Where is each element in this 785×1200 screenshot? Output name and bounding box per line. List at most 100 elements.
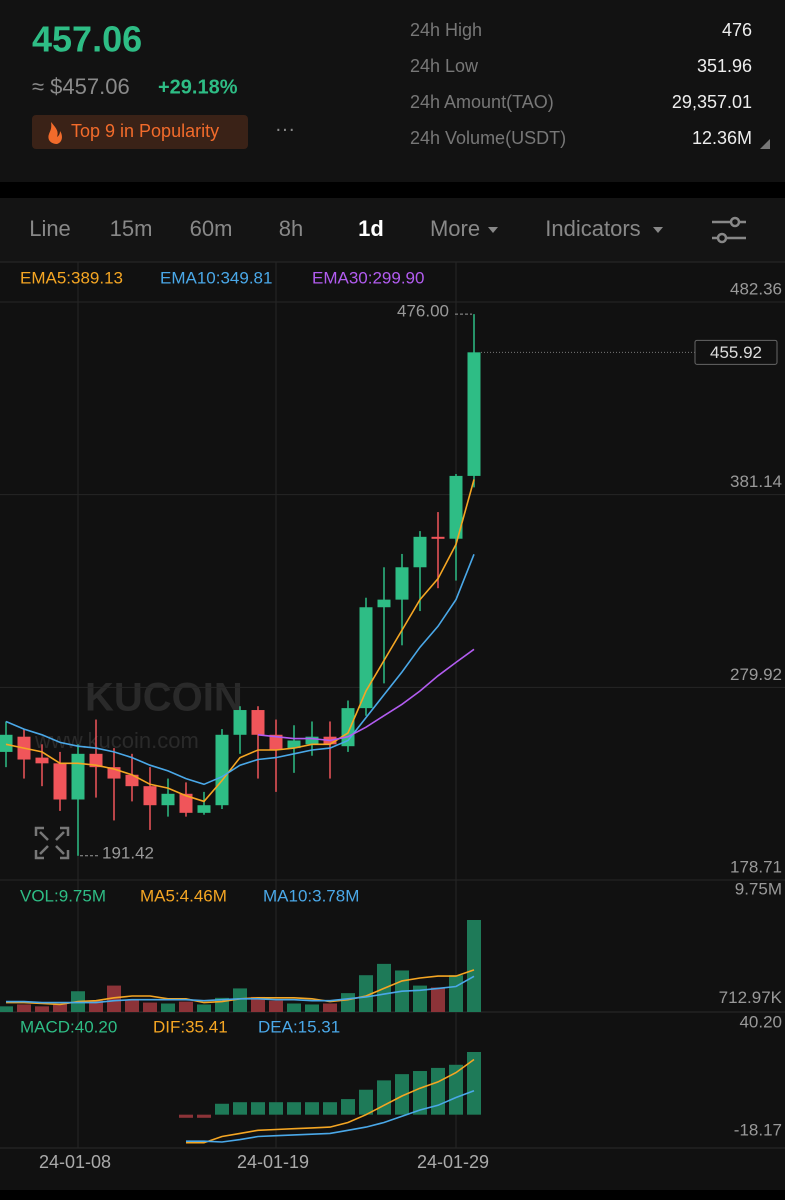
bar — [197, 1004, 211, 1012]
legend-entry: MA5:4.46M — [140, 886, 227, 905]
bar — [269, 1102, 283, 1115]
candle-body — [251, 710, 265, 735]
change: +29.18% — [158, 76, 238, 98]
bar — [395, 1074, 409, 1115]
candle-body — [53, 763, 67, 800]
tab-bar-bg — [0, 198, 785, 262]
bar — [323, 1102, 337, 1115]
bar — [125, 999, 139, 1012]
last-price-label: 455.92 — [710, 343, 762, 362]
bar — [413, 1071, 427, 1115]
bottom-band — [0, 1190, 785, 1200]
bar — [251, 1102, 265, 1115]
indicator-line — [186, 1058, 475, 1144]
more-button[interactable]: ··· — [275, 118, 295, 140]
y-tick-label: 482.36 — [730, 279, 782, 298]
corner-triangle — [760, 139, 770, 149]
legend-entry: EMA10:349.81 — [160, 268, 272, 287]
tab[interactable]: Indicators — [545, 216, 640, 241]
bar — [359, 1089, 373, 1115]
legend-entry: MA10:3.78M — [263, 886, 359, 905]
bar — [35, 1006, 49, 1012]
bar — [341, 1099, 355, 1115]
candle-body — [359, 607, 373, 709]
bar — [305, 1102, 319, 1115]
bar — [179, 1114, 193, 1118]
x-tick-label: 24-01-29 — [417, 1152, 489, 1172]
bar — [17, 1004, 31, 1012]
bar — [107, 985, 121, 1012]
bar — [323, 1003, 337, 1012]
expand-icon[interactable] — [34, 826, 70, 860]
indicator-line — [257, 648, 475, 742]
badge[interactable] — [32, 115, 248, 149]
bar — [233, 1102, 247, 1115]
low-label: 191.42 — [102, 843, 154, 862]
bar — [413, 985, 427, 1012]
stat-label: 24h Amount(TAO) — [410, 92, 554, 112]
bar — [287, 1003, 301, 1012]
stat-label: 24h Low — [410, 56, 479, 76]
candle-body — [431, 536, 445, 539]
y-tick-label: 178.71 — [730, 857, 782, 876]
candle-body — [305, 736, 319, 745]
bar — [269, 1000, 283, 1012]
dropdown-arrow — [653, 227, 663, 233]
settings-icon[interactable] — [712, 216, 746, 244]
bar — [305, 1004, 319, 1012]
candle-body — [35, 757, 49, 764]
bar — [377, 1080, 391, 1115]
legend-entry: VOL:9.75M — [20, 886, 106, 905]
stat-value: 351.96 — [697, 56, 752, 76]
bar — [467, 1052, 481, 1115]
header-bg — [0, 0, 785, 182]
candle-body — [449, 475, 463, 539]
stat-value: 12.36M — [692, 128, 752, 148]
chart-bg — [0, 262, 785, 1190]
bar — [341, 993, 355, 1012]
x-tick-label: 24-01-08 — [39, 1152, 111, 1172]
bar — [449, 1064, 463, 1115]
tab[interactable]: 15m — [110, 216, 153, 241]
indicator-line — [186, 1090, 475, 1143]
y-tick-label: 279.92 — [730, 665, 782, 684]
indicator-line — [5, 554, 475, 786]
tab[interactable]: More — [430, 216, 480, 241]
stat-value: 476 — [722, 20, 752, 40]
candle-body — [287, 740, 301, 749]
tab[interactable]: 1d — [358, 216, 384, 241]
legend-entry: MACD:40.20 — [20, 1017, 117, 1036]
bar — [89, 1000, 103, 1012]
divider-band — [0, 182, 785, 198]
candle-body — [377, 599, 391, 608]
bar — [359, 975, 373, 1012]
badge-text: Top 9 in Popularity — [71, 121, 219, 141]
candle-body — [233, 710, 247, 735]
tab[interactable]: Line — [29, 216, 71, 241]
y-tick-label: -18.17 — [734, 1120, 782, 1139]
bar — [197, 1114, 211, 1118]
watermark: KUCOIN — [85, 676, 243, 720]
last-price-box — [694, 339, 778, 365]
tab[interactable]: 8h — [279, 216, 303, 241]
tabs: Line 15m 60m 8h 1d More Indicators — [29, 216, 663, 241]
candle-body — [107, 767, 121, 779]
bar — [449, 975, 463, 1012]
y-tick-label: 381.14 — [730, 472, 782, 491]
x-tick-label: 24-01-19 — [237, 1152, 309, 1172]
indicator-line — [5, 479, 475, 803]
candle-body — [71, 753, 85, 800]
tab[interactable]: 60m — [190, 216, 233, 241]
legend-entry: EMA5:389.13 — [20, 268, 123, 287]
bar — [215, 1103, 229, 1115]
candle-body — [179, 793, 193, 813]
plot: 24-01-08 24-01-19 24-01-29 482.36 381.14 279.… — [0, 262, 785, 1172]
price: 457.06 — [32, 19, 142, 60]
dropdown-arrow — [488, 227, 498, 233]
stats: 24h High 476 24h Low 351.96 24h Amount(TAO) 2… — [410, 20, 752, 148]
bar — [53, 1003, 67, 1012]
legend-entry: EMA30:299.90 — [312, 268, 424, 287]
candle-body — [197, 805, 211, 813]
